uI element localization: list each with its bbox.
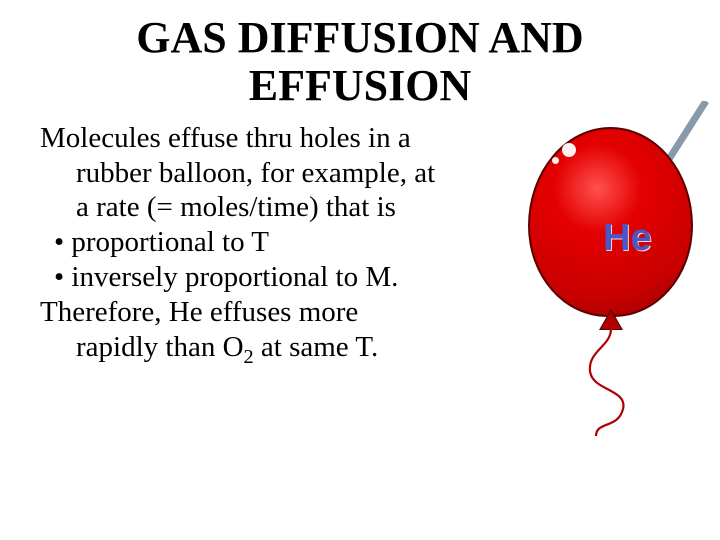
lead-line-2: rubber balloon, for example, at xyxy=(76,157,435,189)
gas-label: He xyxy=(603,217,652,260)
title-line-2: EFFUSION xyxy=(0,62,720,110)
conclusion-line-1: Therefore, He effuses more xyxy=(40,296,358,328)
bullet-2: • inversely proportional to M. xyxy=(40,260,500,295)
conclusion-line-2-post: at same T. xyxy=(254,331,379,363)
body-text: Molecules effuse thru holes in a rubber … xyxy=(40,121,500,365)
balloon-highlight-icon xyxy=(562,143,576,157)
lead-line-1: Molecules effuse thru holes in a xyxy=(40,122,411,154)
balloon-highlight-small-icon xyxy=(552,157,559,164)
lead-line-3: a rate (= moles/time) that is xyxy=(76,191,396,223)
balloon-string-icon xyxy=(568,321,658,441)
conclusion-line-2-pre: rapidly than O xyxy=(76,331,244,363)
conclusion: Therefore, He effuses more rapidly than … xyxy=(40,295,500,365)
balloon-illustration: He xyxy=(508,117,708,437)
bullet-1: • proportional to T xyxy=(40,225,500,260)
title-line-1: GAS DIFFUSION AND xyxy=(0,14,720,62)
slide-title: GAS DIFFUSION AND EFFUSION xyxy=(0,0,720,121)
content-row: Molecules effuse thru holes in a rubber … xyxy=(0,121,720,437)
o2-subscript: 2 xyxy=(244,345,254,367)
lead-paragraph: Molecules effuse thru holes in a rubber … xyxy=(40,121,500,225)
